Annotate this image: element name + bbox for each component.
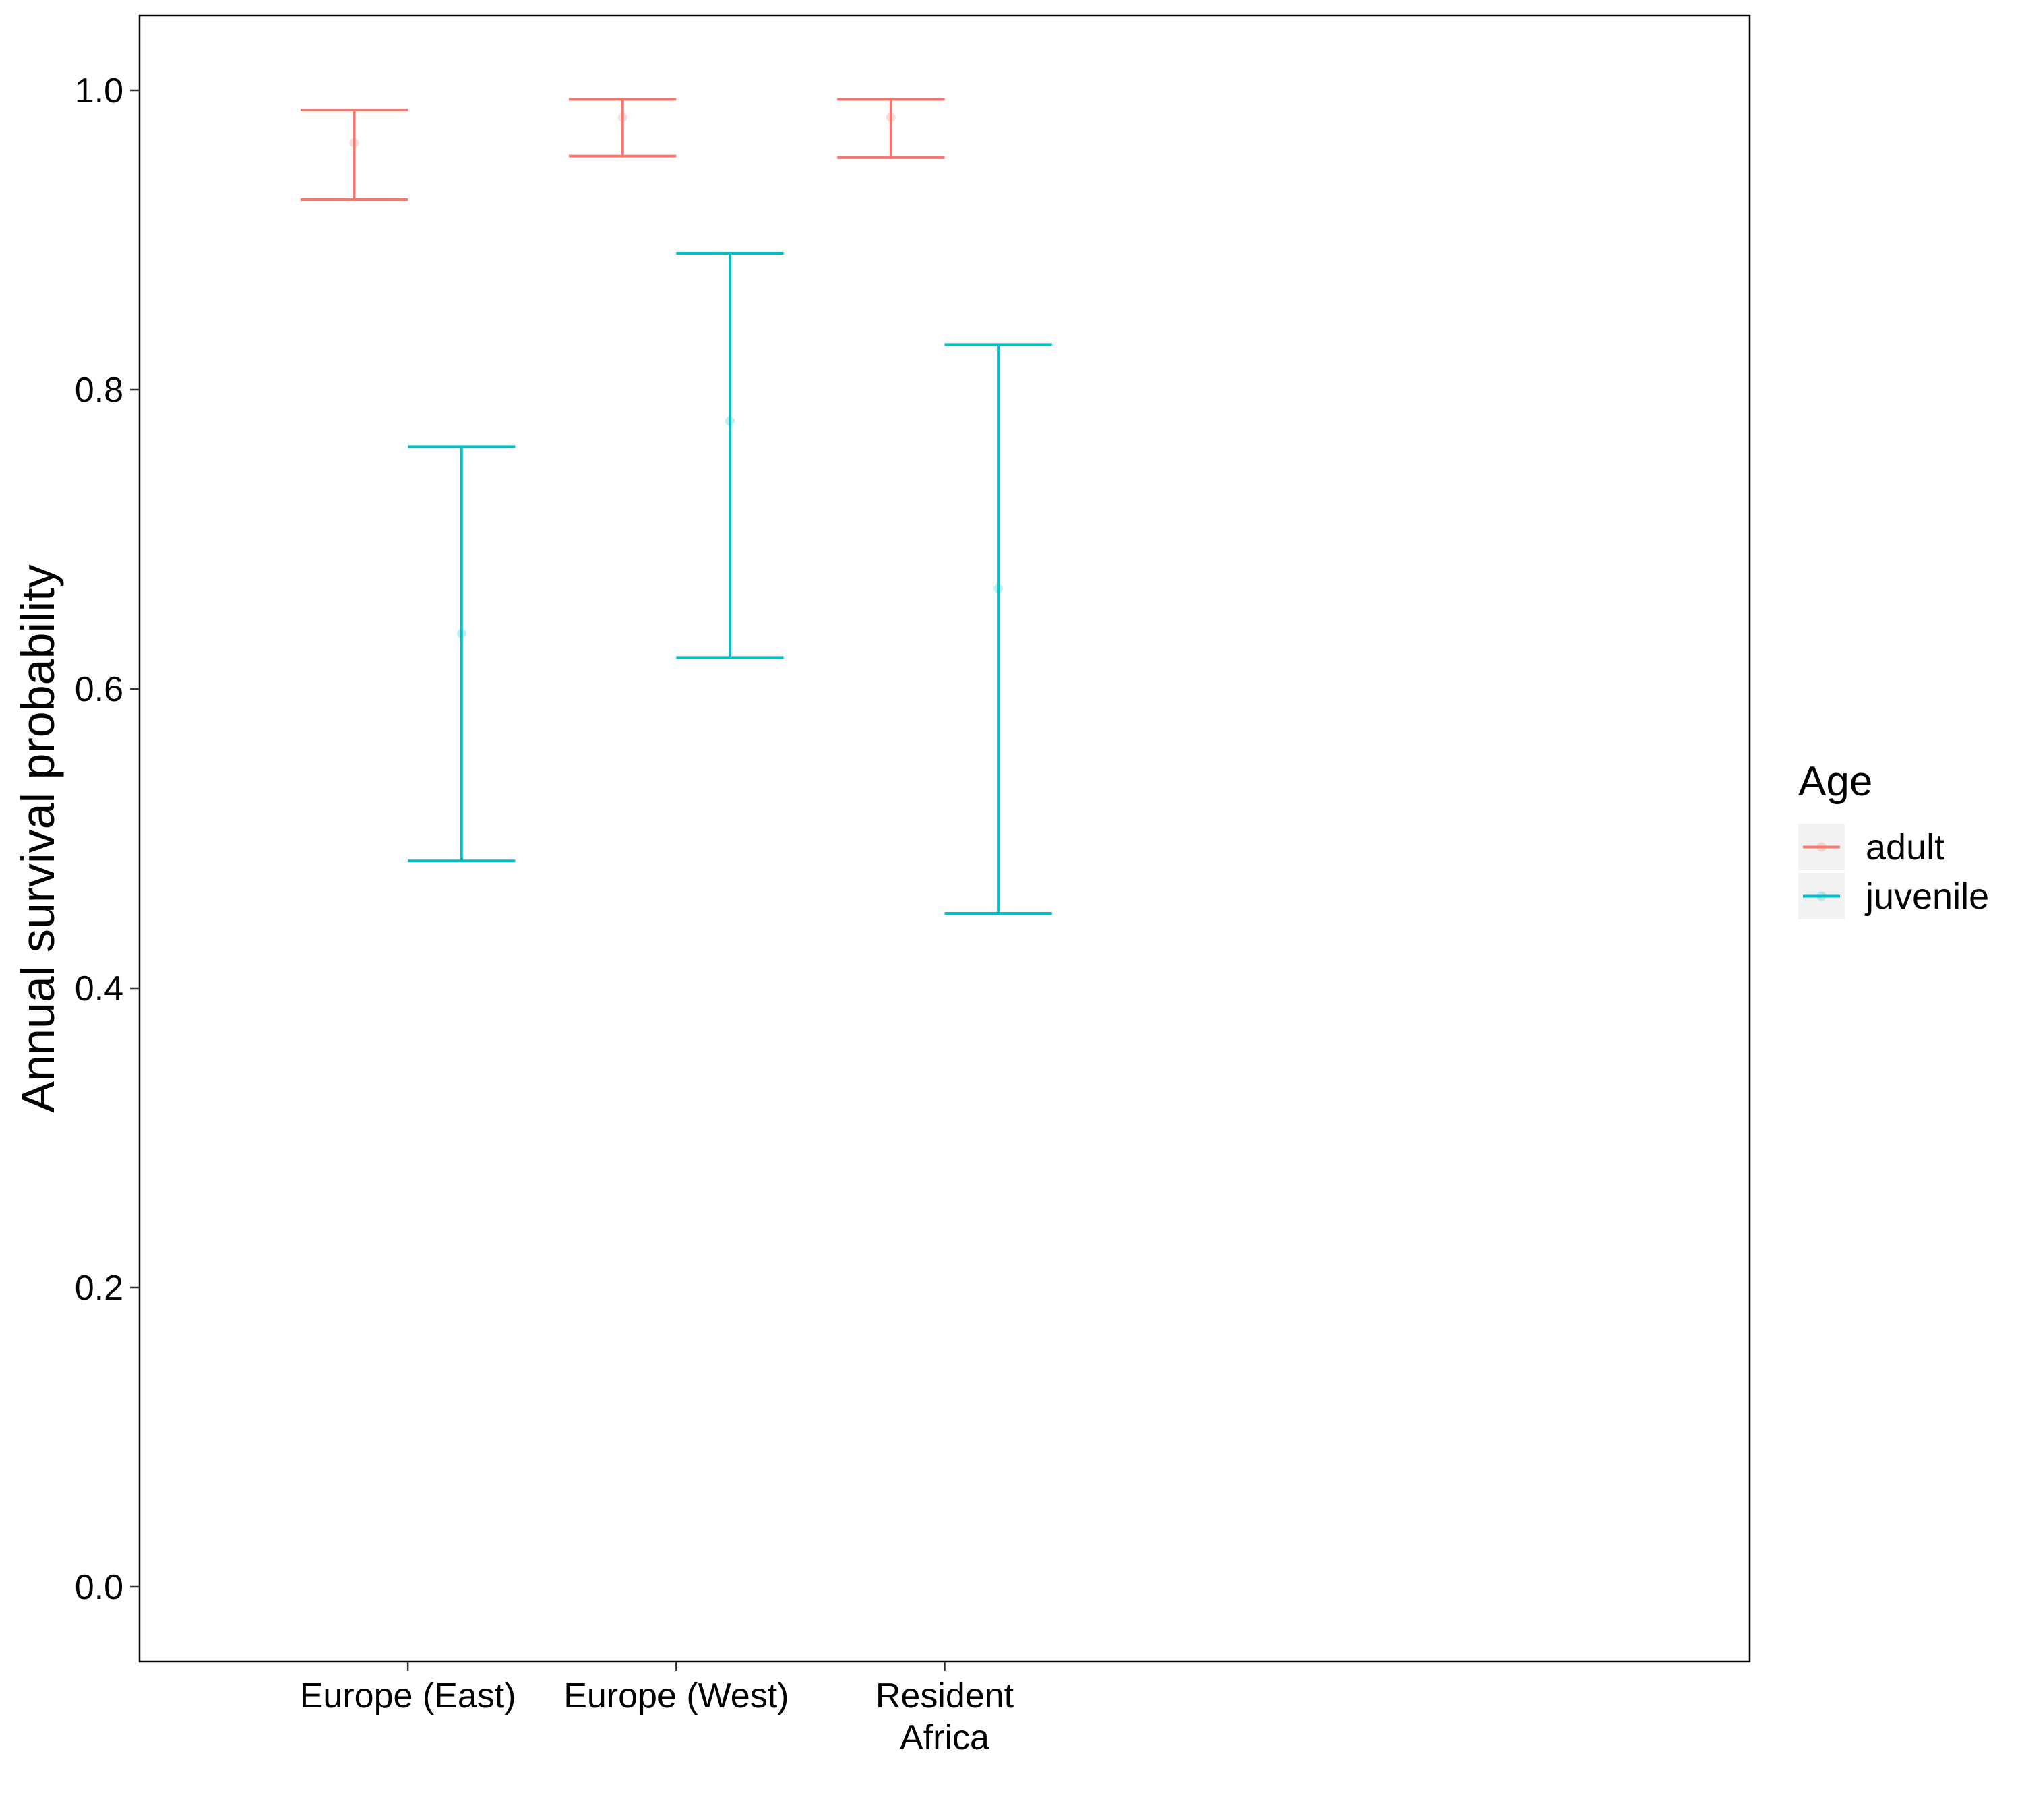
legend-key-point: [1816, 842, 1827, 852]
legend-label-juvenile: juvenile: [1864, 876, 1989, 917]
x-tick-label-line: Europe (West): [563, 1676, 789, 1716]
data-point-adult: [349, 138, 359, 148]
errorbar-adult: [300, 108, 408, 202]
data-point-adult: [886, 112, 896, 122]
errorbar-juvenile: [408, 445, 516, 863]
plot-area: [300, 98, 1052, 915]
x-tick-label-line: Europe (East): [300, 1676, 516, 1716]
errorbar-adult: [569, 98, 677, 158]
legend-title: Age: [1798, 758, 1872, 805]
data-point-juvenile: [725, 416, 735, 426]
legend-label-adult: adult: [1866, 827, 1944, 868]
x-tick-label: Europe (East): [300, 1676, 516, 1716]
legend-key-point: [1816, 891, 1827, 901]
axes: 0.0 0.2 0.4 0.6 0.8 1.0 Europe (East) Europe (W…: [75, 14, 1751, 1757]
x-tick-label-line: Resident: [876, 1676, 1014, 1716]
data-point-juvenile: [993, 584, 1004, 594]
data-point-adult: [617, 112, 627, 122]
x-tick-label: Europe (West): [563, 1676, 789, 1716]
x-tick-label: Resident Africa: [876, 1676, 1014, 1757]
y-axis-title: Annual survival probability: [11, 564, 64, 1112]
errorbar-adult: [837, 98, 945, 159]
errorbar-juvenile: [676, 251, 784, 659]
y-tick-label: 0.6: [75, 670, 123, 709]
legend-key-juvenile: [1798, 873, 1845, 919]
legend-key-adult: [1798, 824, 1845, 870]
errorbar-juvenile: [944, 343, 1052, 915]
x-tick-label-line: Africa: [900, 1718, 989, 1757]
y-tick-label: 1.0: [75, 71, 123, 111]
legend: Age adult juvenile: [1798, 758, 1989, 919]
y-tick-label: 0.0: [75, 1568, 123, 1607]
y-tick-label: 0.8: [75, 371, 123, 410]
data-point-juvenile: [456, 628, 466, 638]
y-tick-label: 0.2: [75, 1269, 123, 1308]
y-tick-label: 0.4: [75, 969, 123, 1008]
